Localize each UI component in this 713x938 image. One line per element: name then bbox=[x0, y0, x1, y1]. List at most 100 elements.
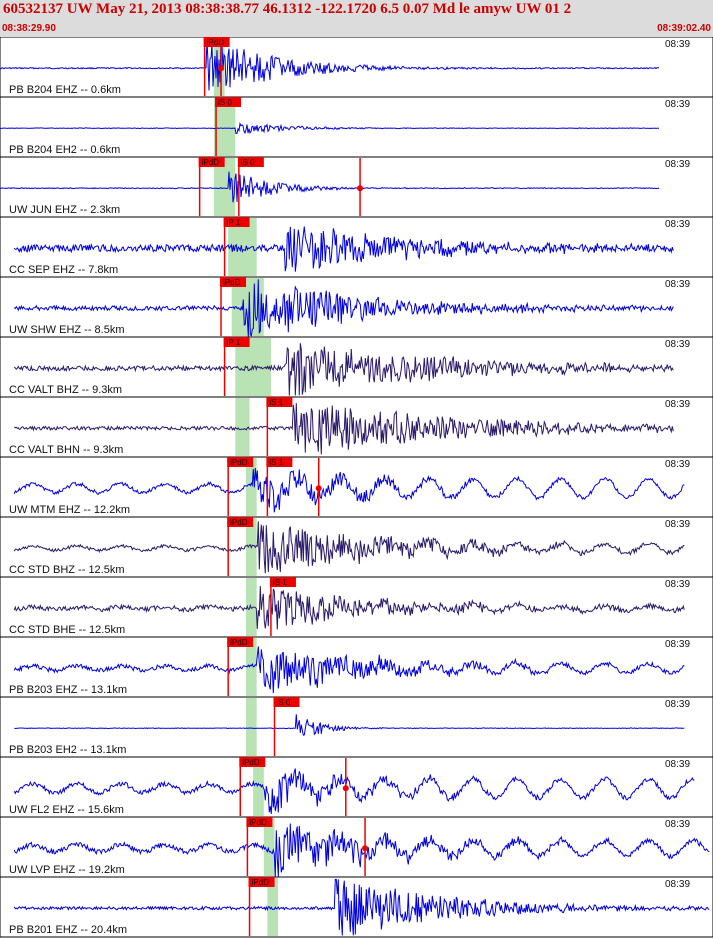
station-label: PB B201 EHZ -- 20.4km bbox=[9, 924, 127, 936]
tick-label: 08:39 bbox=[665, 519, 690, 530]
station-label: CC VALT BHZ -- 9.3km bbox=[9, 384, 122, 396]
pick-marker[interactable] bbox=[218, 65, 225, 72]
pick-flag[interactable] bbox=[203, 37, 230, 47]
pick-label: iPdD bbox=[230, 458, 248, 467]
trace-row[interactable]: iP 1 08:39 CC SEP EHZ -- 7.8km bbox=[0, 216, 713, 278]
trace-row[interactable]: iPdD iS 0 08:39 UW JUN EHZ -- 2.3km bbox=[0, 156, 713, 218]
trace-row[interactable]: iPdD 08:39 UW FL2 EHZ -- 15.6km bbox=[0, 756, 713, 818]
station-label: UW SHW EHZ -- 8.5km bbox=[9, 324, 125, 336]
pick-flag[interactable] bbox=[246, 817, 273, 827]
station-label: UW FL2 EHZ -- 15.6km bbox=[9, 804, 124, 816]
trace-frame bbox=[0, 396, 713, 458]
station-label: PB B204 EHZ -- 0.6km bbox=[9, 84, 121, 96]
waveform bbox=[13, 586, 685, 630]
pick-label: iPdD bbox=[223, 278, 241, 287]
pick-label: iS 0 bbox=[241, 158, 255, 167]
pick-label: iPdD bbox=[230, 638, 248, 647]
trace-row[interactable]: iS 1 08:39 CC STD BHE -- 12.5km bbox=[0, 576, 713, 638]
tick-label: 08:39 bbox=[665, 39, 690, 50]
station-label: PB B203 EH2 -- 13.1km bbox=[9, 744, 126, 756]
pick-label: iP 1 bbox=[227, 338, 241, 347]
pick-label: iPdD bbox=[207, 38, 225, 47]
pick-flag[interactable] bbox=[227, 457, 254, 467]
arrival-window bbox=[235, 398, 250, 456]
trace-row[interactable]: iP 1 08:39 CC VALT BHZ -- 9.3km bbox=[0, 336, 713, 398]
pick-flag[interactable] bbox=[223, 337, 250, 347]
pick-flag[interactable] bbox=[266, 397, 293, 407]
pick-flag[interactable] bbox=[266, 457, 293, 467]
pick-flag[interactable] bbox=[248, 877, 275, 887]
tick-label: 08:39 bbox=[665, 99, 690, 110]
tick-label: 08:39 bbox=[665, 879, 690, 890]
arrival-window bbox=[253, 758, 264, 816]
tick-label: 08:39 bbox=[665, 819, 690, 830]
tick-label: 08:39 bbox=[665, 759, 690, 770]
pick-flag[interactable] bbox=[239, 757, 266, 767]
trace-row[interactable]: iPdD 08:39 UW SHW EHZ -- 8.5km bbox=[0, 276, 713, 338]
pick-label: iPdD bbox=[202, 158, 220, 167]
trace-row[interactable]: iPdD iS 1 08:39 UW MTM EHZ -- 12.2km bbox=[0, 456, 713, 518]
pick-marker[interactable] bbox=[357, 185, 364, 192]
station-label: CC SEP EHZ -- 7.8km bbox=[9, 264, 118, 276]
trace-row[interactable]: iS 1 08:39 CC VALT BHN -- 9.3km bbox=[0, 396, 713, 458]
waveform bbox=[13, 878, 710, 936]
tick-label: 08:39 bbox=[665, 339, 690, 350]
end-time: 08:39:02.40 bbox=[657, 23, 711, 34]
pick-flag[interactable] bbox=[223, 217, 250, 227]
station-label: CC VALT BHN -- 9.3km bbox=[9, 444, 123, 456]
arrival-window bbox=[267, 878, 279, 936]
station-label: PB B203 EHZ -- 13.1km bbox=[9, 684, 127, 696]
waveform bbox=[13, 468, 685, 513]
trace-row[interactable]: iPdD 08:39 CC STD BHZ -- 12.5km bbox=[0, 516, 713, 578]
pick-flag[interactable] bbox=[198, 157, 225, 167]
event-header: 60532137 UW May 21, 2013 08:38:38.77 46.… bbox=[0, 0, 713, 37]
waveform bbox=[13, 226, 674, 272]
pick-flag[interactable] bbox=[273, 697, 300, 707]
tick-label: 08:39 bbox=[665, 699, 690, 710]
trace-row[interactable]: iPdD 08:39 PB B201 EHZ -- 20.4km bbox=[0, 876, 713, 938]
pick-marker[interactable] bbox=[315, 485, 322, 492]
pick-flag[interactable] bbox=[227, 517, 254, 527]
arrival-window bbox=[245, 458, 257, 516]
tick-label: 08:39 bbox=[665, 219, 690, 230]
pick-flag[interactable] bbox=[237, 157, 264, 167]
pick-marker[interactable] bbox=[342, 785, 349, 792]
trace-frame bbox=[0, 816, 713, 878]
pick-flag[interactable] bbox=[215, 97, 242, 107]
trace-row[interactable]: iS 0 08:39 PB B203 EH2 -- 13.1km bbox=[0, 696, 713, 758]
arrival-window bbox=[213, 158, 236, 216]
pick-flag[interactable] bbox=[269, 577, 296, 587]
pick-label: iS 1 bbox=[269, 458, 283, 467]
pick-label: iPdD bbox=[249, 818, 267, 827]
pick-label: iS 1 bbox=[269, 398, 283, 407]
trace-frame bbox=[0, 156, 713, 218]
arrival-window bbox=[263, 818, 275, 876]
tick-label: 08:39 bbox=[665, 399, 690, 410]
station-label: CC STD BHE -- 12.5km bbox=[9, 624, 125, 636]
arrival-window bbox=[213, 98, 236, 156]
trace-row[interactable]: iPdD 08:39 UW LVP EHZ -- 19.2km bbox=[0, 816, 713, 878]
pick-label: iPdD bbox=[242, 758, 260, 767]
pick-label: iPdD bbox=[252, 878, 270, 887]
waveform bbox=[13, 521, 685, 574]
pick-label: iPdD bbox=[230, 518, 248, 527]
waveform bbox=[13, 403, 674, 455]
trace-frame bbox=[0, 696, 713, 758]
trace-row[interactable]: iS 0 08:39 PB B204 EH2 -- 0.6km bbox=[0, 96, 713, 158]
pick-flag[interactable] bbox=[220, 277, 247, 287]
tick-label: 08:39 bbox=[665, 579, 690, 590]
tick-label: 08:39 bbox=[665, 459, 690, 470]
pick-flag[interactable] bbox=[227, 637, 254, 647]
pick-label: iS 0 bbox=[277, 698, 291, 707]
waveform bbox=[13, 823, 710, 878]
event-title: 60532137 UW May 21, 2013 08:38:38.77 46.… bbox=[3, 1, 572, 17]
pick-marker[interactable] bbox=[362, 845, 369, 852]
waveform bbox=[14, 714, 685, 736]
pick-label: iP 1 bbox=[227, 218, 241, 227]
arrival-window bbox=[245, 698, 257, 756]
trace-row[interactable]: iPdD 08:39 PB B203 EHZ -- 13.1km bbox=[0, 636, 713, 698]
waveform bbox=[0, 171, 660, 203]
tick-label: 08:39 bbox=[665, 639, 690, 650]
seismogram-panel[interactable]: iPdD 08:39 PB B204 EHZ -- 0.6km iS 0 08:39 PB… bbox=[0, 37, 713, 938]
trace-row[interactable]: iPdD 08:39 PB B204 EHZ -- 0.6km bbox=[0, 37, 713, 98]
